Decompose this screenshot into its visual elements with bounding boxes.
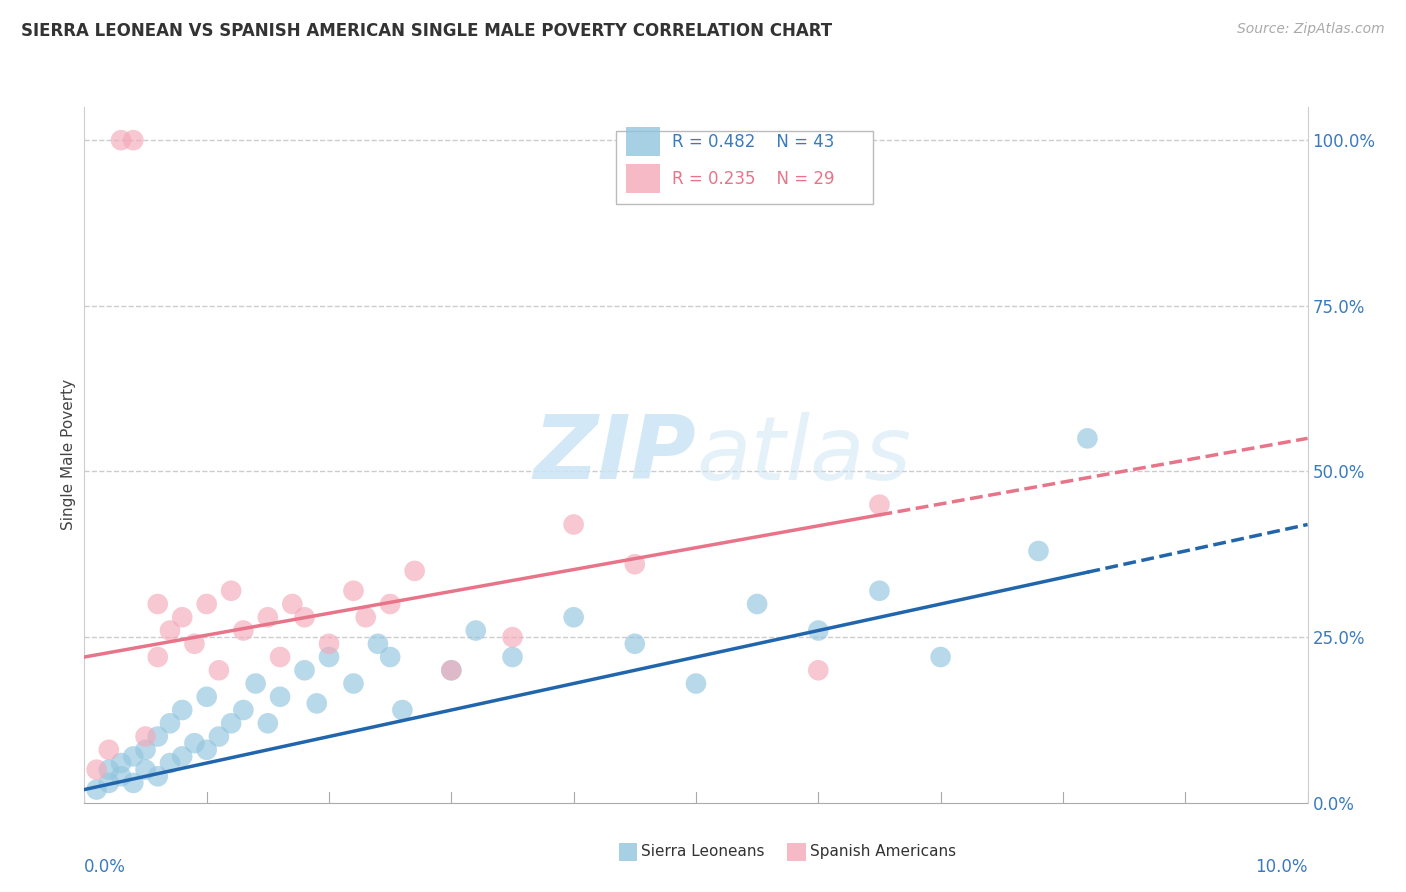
Point (86, 763, 108, 777)
Point (380, 650, 402, 665)
Point (159, 716, 181, 731)
Point (195, 597, 218, 611)
Point (146, 769, 169, 783)
Point (195, 690, 218, 704)
Point (367, 637, 389, 651)
Point (1028, 544, 1050, 558)
Point (208, 663, 231, 677)
Point (208, 730, 231, 744)
Point (97, 743, 120, 757)
Point (318, 650, 340, 665)
Point (135, 730, 157, 744)
Point (624, 558, 647, 572)
Point (440, 663, 463, 677)
Text: Spanish Americans: Spanish Americans (810, 845, 956, 859)
Text: SIERRA LEONEAN VS SPANISH AMERICAN SINGLE MALE POVERTY CORRELATION CHART: SIERRA LEONEAN VS SPANISH AMERICAN SINGL… (21, 22, 832, 40)
Point (269, 690, 291, 704)
Point (146, 730, 169, 744)
Point (159, 624, 181, 638)
Point (281, 597, 304, 611)
Point (183, 736, 205, 750)
Point (146, 597, 169, 611)
Point (232, 624, 254, 638)
Point (245, 676, 267, 690)
Point (110, 756, 132, 770)
Text: atlas: atlas (696, 412, 911, 498)
Point (146, 650, 169, 665)
Point (135, 763, 157, 777)
Text: Sierra Leoneans: Sierra Leoneans (641, 845, 765, 859)
Point (342, 676, 364, 690)
Point (219, 583, 242, 598)
Point (404, 564, 426, 578)
Point (1076, 431, 1098, 445)
Point (159, 756, 181, 770)
Bar (619, 843, 637, 861)
Text: Source: ZipAtlas.com: Source: ZipAtlas.com (1237, 22, 1385, 37)
Point (807, 624, 830, 638)
Point (122, 133, 145, 147)
FancyBboxPatch shape (616, 131, 873, 204)
Text: 10.0%: 10.0% (1256, 858, 1308, 877)
Point (183, 637, 205, 651)
Point (172, 610, 194, 624)
Point (232, 703, 254, 717)
Point (869, 583, 891, 598)
Point (685, 676, 707, 690)
Text: 0.0%: 0.0% (84, 858, 127, 877)
Point (929, 650, 952, 665)
Bar (626, 128, 661, 156)
Point (257, 610, 280, 624)
Text: R = 0.235    N = 29: R = 0.235 N = 29 (672, 169, 834, 187)
Point (135, 743, 157, 757)
Point (122, 776, 145, 790)
Point (269, 650, 291, 665)
Point (305, 697, 328, 711)
Point (464, 624, 486, 638)
Point (219, 716, 242, 731)
Text: ZIP: ZIP (533, 411, 696, 499)
Point (747, 597, 769, 611)
Point (257, 716, 280, 731)
Text: R = 0.482    N = 43: R = 0.482 N = 43 (672, 133, 834, 151)
Point (318, 637, 340, 651)
Bar (787, 843, 806, 861)
Point (172, 703, 194, 717)
Point (869, 498, 891, 512)
Point (195, 743, 218, 757)
Point (342, 583, 364, 598)
Point (172, 749, 194, 764)
Point (562, 517, 585, 532)
Point (502, 650, 524, 665)
Point (562, 610, 585, 624)
Point (807, 663, 830, 677)
Point (97, 776, 120, 790)
Point (440, 663, 463, 677)
Point (624, 637, 647, 651)
Point (294, 610, 316, 624)
Point (391, 703, 413, 717)
Point (502, 630, 524, 644)
Point (380, 597, 402, 611)
Point (97, 763, 120, 777)
Bar (626, 164, 661, 194)
Point (294, 663, 316, 677)
Point (354, 610, 377, 624)
Point (86, 782, 108, 797)
Point (122, 749, 145, 764)
Point (110, 133, 132, 147)
Point (110, 769, 132, 783)
Y-axis label: Single Male Poverty: Single Male Poverty (60, 379, 76, 531)
